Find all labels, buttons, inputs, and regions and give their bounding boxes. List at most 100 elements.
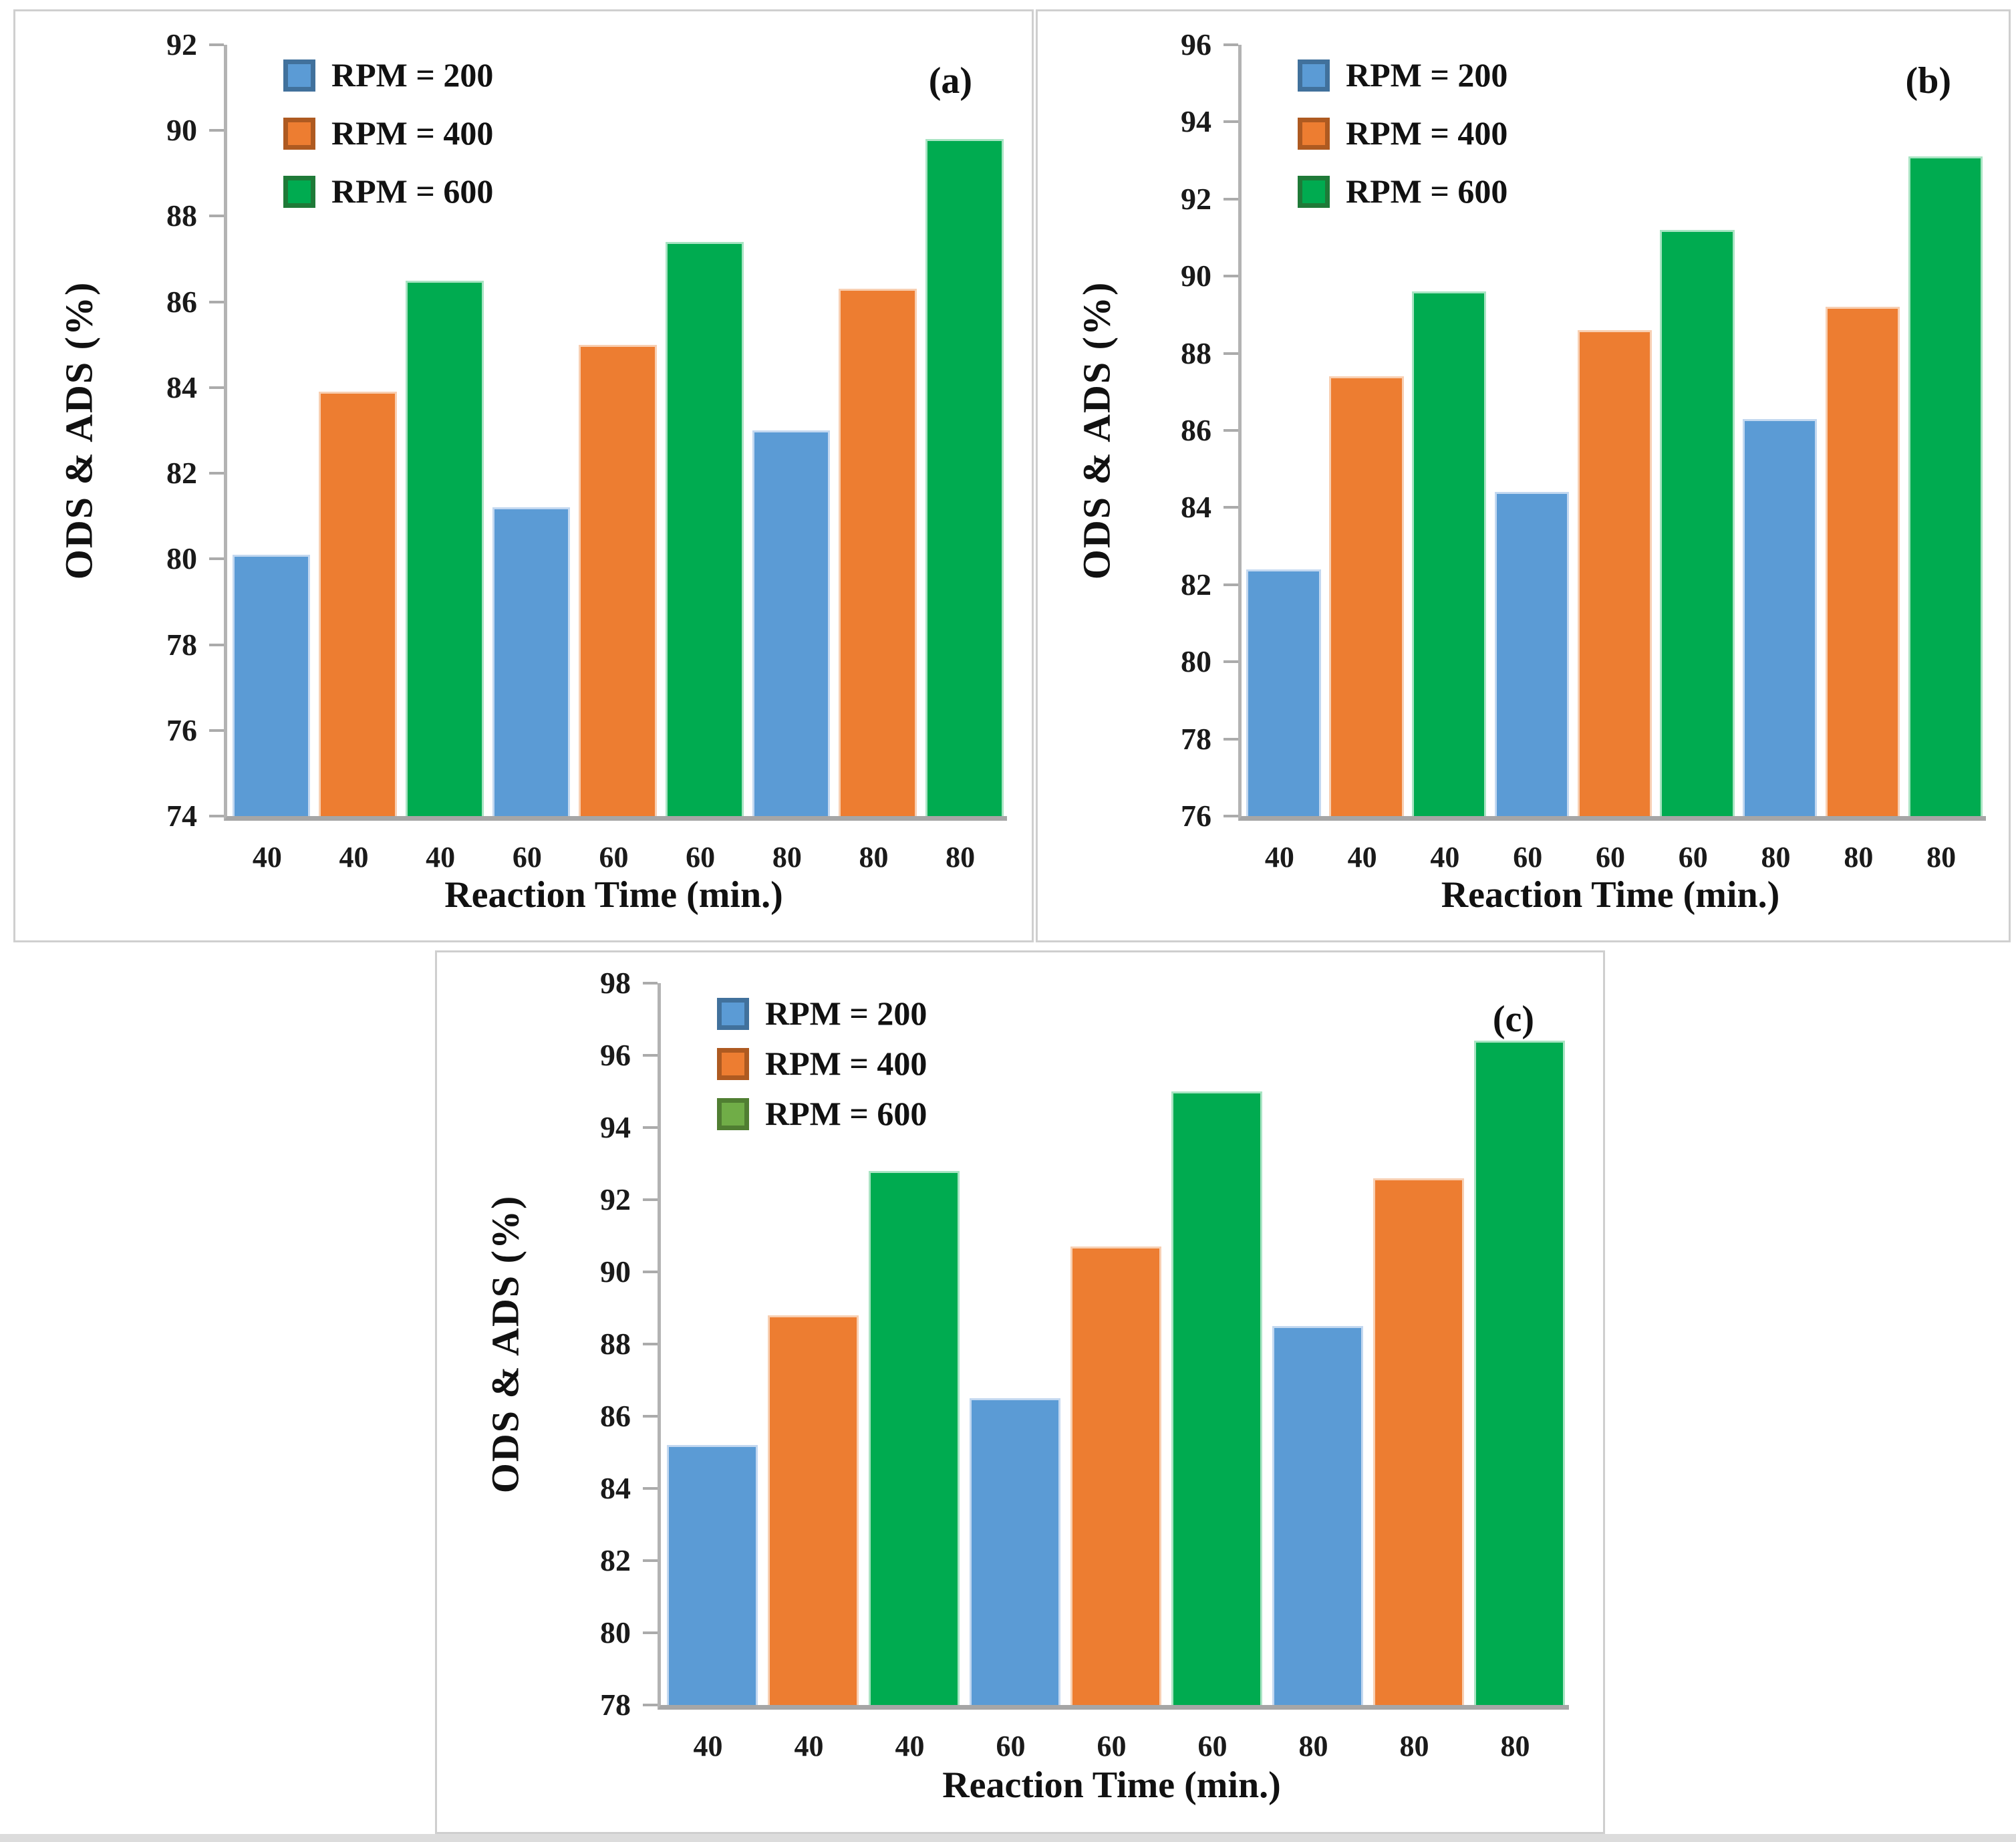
figure-bottom-border	[0, 1834, 2016, 1842]
y-tick-label: 90	[600, 1255, 631, 1289]
y-tick-mark	[1223, 43, 1238, 46]
bar-rpm-600-60min	[666, 241, 744, 816]
y-tick-mark	[1223, 815, 1238, 817]
bar-rpm-400-80min	[839, 289, 917, 816]
y-tick-mark	[643, 1198, 658, 1201]
bar-rpm-200-40min	[232, 554, 311, 816]
y-tick-label: 94	[600, 1110, 631, 1144]
y-tick-label: 96	[600, 1038, 631, 1072]
y-tick-label: 86	[166, 284, 197, 319]
legend-item: RPM = 600	[283, 173, 493, 210]
chart-panel-b: ODS & ADS (%) RPM = 200 RPM = 400 RPM = 60…	[1036, 9, 2011, 942]
bar-rpm-400-60min	[579, 344, 658, 816]
y-tick-mark	[643, 1343, 658, 1345]
legend: RPM = 200 RPM = 400 RPM = 600	[1298, 57, 1507, 210]
panel-label: (c)	[1492, 999, 1534, 1040]
y-tick-label: 88	[600, 1327, 631, 1361]
x-tick-label: 40	[1347, 841, 1377, 874]
legend: RPM = 200 RPM = 400 RPM = 600	[717, 995, 927, 1132]
x-axis-title: Reaction Time (min.)	[942, 1764, 1281, 1806]
y-tick-label: 80	[1181, 644, 1211, 679]
x-tick-label: 80	[1761, 841, 1791, 874]
x-tick-label: 60	[1513, 841, 1543, 874]
bar-rpm-600-80min	[1474, 1041, 1565, 1705]
y-tick-label: 98	[600, 966, 631, 1000]
bar-rpm-200-80min	[1272, 1326, 1363, 1705]
x-tick-label: 40	[1430, 841, 1460, 874]
y-tick-mark	[209, 729, 224, 732]
y-tick-label: 80	[166, 541, 197, 576]
legend-label: RPM = 600	[331, 172, 494, 210]
y-axis-title: ODS & ADS (%)	[57, 281, 101, 580]
y-tick-label: 82	[600, 1543, 631, 1577]
y-tick-mark	[209, 386, 224, 389]
bar-rpm-400-60min	[1070, 1246, 1161, 1705]
y-tick-mark	[643, 982, 658, 984]
bar-rpm-400-40min	[1329, 376, 1404, 816]
y-tick-mark	[643, 1631, 658, 1634]
x-tick-label: 80	[946, 841, 976, 874]
x-tick-label: 80	[859, 841, 889, 874]
bar-rpm-600-40min	[406, 280, 484, 816]
legend-label: RPM = 400	[331, 114, 494, 152]
bar-rpm-400-40min	[319, 392, 398, 816]
x-tick-label: 60	[686, 841, 716, 874]
x-tick-label: 60	[996, 1730, 1026, 1762]
y-tick-mark	[1223, 737, 1238, 741]
y-tick-mark	[209, 472, 224, 475]
y-tick-mark	[1223, 583, 1238, 586]
y-tick-mark	[1223, 120, 1238, 124]
bar-rpm-600-60min	[1171, 1091, 1262, 1705]
y-tick-mark	[1223, 197, 1238, 201]
plot-area-c: RPM = 200 RPM = 400 RPM = 600 (c)	[643, 982, 1569, 1710]
y-tick-label: 92	[600, 1182, 631, 1216]
x-tick-label: 60	[512, 841, 542, 874]
y-tick-label: 92	[1181, 181, 1211, 216]
y-tick-label: 78	[1181, 721, 1211, 756]
bar-rpm-200-80min	[1743, 418, 1818, 816]
bar-rpm-200-40min	[1246, 569, 1321, 816]
x-tick-label: 80	[1500, 1730, 1530, 1762]
y-tick-label: 76	[166, 712, 197, 747]
legend-label: RPM = 400	[1346, 114, 1508, 152]
bar-rpm-400-60min	[1577, 330, 1652, 816]
legend-swatch-icon	[717, 1097, 749, 1130]
y-tick-label: 84	[166, 370, 197, 404]
y-tick-label: 78	[166, 627, 197, 662]
y-tick-mark	[643, 1487, 658, 1490]
y-tick-mark	[1223, 429, 1238, 432]
bar-rpm-400-40min	[768, 1315, 859, 1705]
legend-item: RPM = 400	[717, 1045, 927, 1082]
legend-item: RPM = 400	[1298, 115, 1507, 152]
x-tick-label: 80	[772, 841, 802, 874]
panel-label: (b)	[1905, 60, 1951, 102]
legend-label: RPM = 600	[765, 1095, 927, 1132]
y-tick-label: 94	[1181, 104, 1211, 139]
legend-item: RPM = 200	[283, 57, 493, 94]
bar-rpm-200-80min	[752, 430, 831, 816]
x-tick-label: 40	[1264, 841, 1294, 874]
y-tick-label: 82	[166, 456, 197, 491]
bar-rpm-600-40min	[1411, 291, 1487, 816]
x-tick-label: 80	[1399, 1730, 1429, 1762]
legend-swatch-icon	[283, 175, 315, 208]
legend-label: RPM = 600	[1346, 172, 1508, 210]
y-tick-label: 80	[600, 1615, 631, 1650]
bar-rpm-600-40min	[869, 1170, 960, 1705]
legend-item: RPM = 200	[717, 995, 927, 1032]
y-tick-label: 82	[1181, 567, 1211, 602]
y-tick-label: 90	[1181, 259, 1211, 293]
legend-item: RPM = 400	[283, 115, 493, 152]
y-tick-label: 84	[1181, 490, 1211, 525]
bar-rpm-200-60min	[492, 507, 571, 816]
y-tick-label: 96	[1181, 27, 1211, 61]
bar-rpm-600-60min	[1660, 229, 1735, 816]
legend-item: RPM = 600	[717, 1095, 927, 1132]
panel-label: (a)	[928, 60, 972, 102]
x-tick-label: 40	[794, 1730, 824, 1762]
legend-label: RPM = 200	[765, 995, 927, 1032]
legend-swatch-icon	[717, 997, 749, 1030]
bar-rpm-600-80min	[1908, 156, 1983, 816]
y-tick-label: 86	[1181, 413, 1211, 447]
